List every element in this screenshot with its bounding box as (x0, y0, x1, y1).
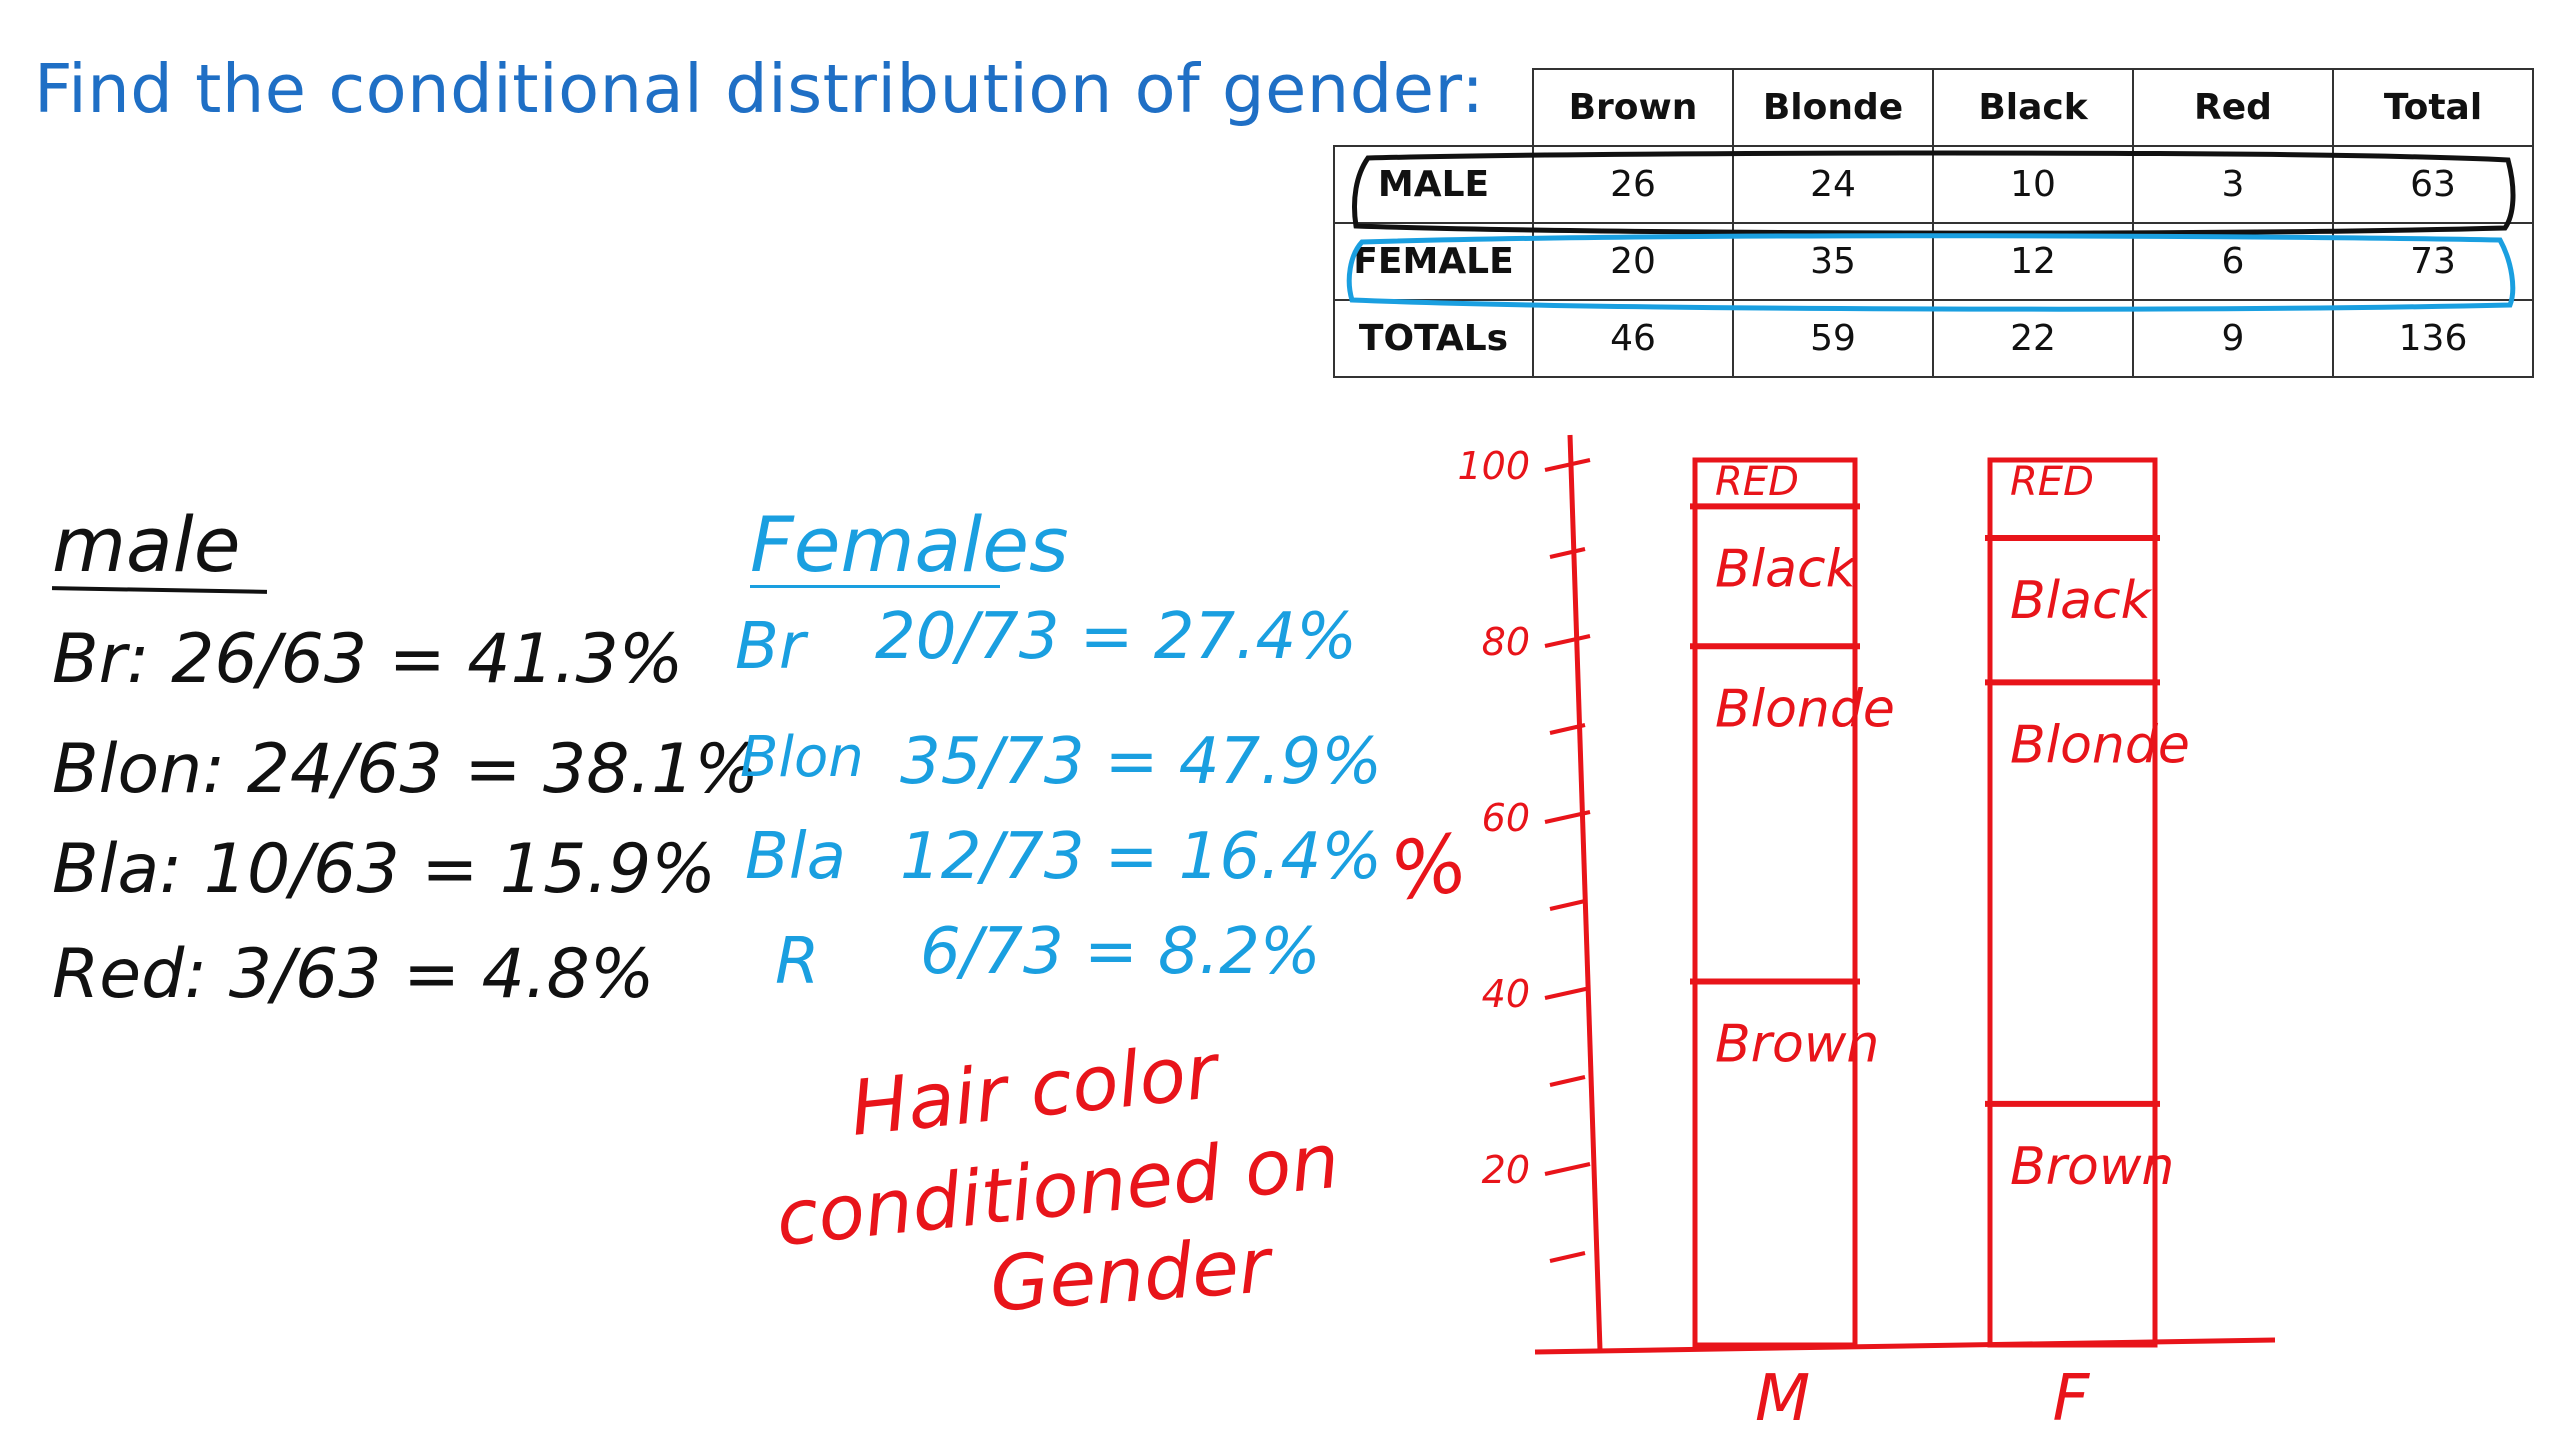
bars: Brown Blonde Black RED Brown Blonde Black RED (1690, 457, 2190, 1348)
table-header-cell: Brown (1532, 68, 1734, 147)
y-tick-label: 80 (1482, 620, 1530, 664)
table-cell: 26 (1532, 145, 1734, 224)
table-cell: 9 (2132, 299, 2334, 378)
y-ticks: 100 80 60 40 20 (1457, 444, 1591, 1263)
y-tick-label: 100 (1457, 444, 1530, 488)
female-notes-heading: Females (750, 500, 1069, 589)
y-minor-tick-mark (1549, 547, 1586, 559)
segment-label: Black (1715, 539, 1858, 599)
y-tick-mark (1544, 458, 1591, 472)
female-note-value: 35/73 = 47.9% (900, 725, 1383, 799)
male-note-line: Blon: 24/63 = 38.1% (52, 730, 759, 809)
female-note-label: Blon (740, 725, 864, 790)
row-label-totals: TOTALs (1333, 299, 1534, 378)
row-label-female: FEMALE (1333, 222, 1534, 301)
y-minor-tick-mark (1549, 899, 1586, 911)
table-cell: 59 (1732, 299, 1934, 378)
table-header-cell: Red (2132, 68, 2334, 147)
segment-label: Brown (2010, 1137, 2174, 1197)
segment-label: Brown (1715, 1015, 1879, 1075)
y-tick-mark (1544, 810, 1591, 824)
x-category-label: F (2053, 1362, 2091, 1436)
y-minor-tick-mark (1549, 723, 1586, 735)
table-cell: 24 (1732, 145, 1934, 224)
table-header-row: Brown Blonde Black Red Total (1334, 68, 2534, 147)
male-note-line: Bla: 10/63 = 15.9% (52, 830, 716, 909)
x-axis (1534, 1337, 2276, 1355)
female-note-label: R (775, 925, 820, 999)
male-note-line: Br: 26/63 = 41.3% (52, 620, 684, 699)
table-cell: 3 (2132, 145, 2334, 224)
female-row-highlight (1346, 233, 2516, 312)
female-note-value: 20/73 = 27.4% (875, 600, 1358, 674)
male-row-highlight (1352, 150, 2516, 236)
table-cell: 73 (2332, 222, 2534, 301)
table-cell: 136 (2332, 299, 2534, 378)
x-category-label: M (1755, 1362, 1810, 1436)
y-tick-mark (1544, 1162, 1591, 1176)
y-tick-mark (1544, 986, 1591, 1000)
table-cell: 22 (1932, 299, 2134, 378)
male-note-line: Red: 3/63 = 4.8% (52, 935, 655, 1014)
table-header-cell: Black (1932, 68, 2134, 147)
table-header-cell: Total (2332, 68, 2534, 147)
female-heading-underline (750, 585, 1000, 588)
table-header-cell: Blonde (1732, 68, 1934, 147)
bar-f (1987, 457, 2158, 1348)
segment-label: RED (2010, 459, 2094, 505)
y-axis-label: % (1385, 816, 1473, 919)
y-tick-label: 40 (1482, 972, 1530, 1016)
table-corner-cell (1334, 69, 1534, 147)
slide-title: Find the conditional distribution of gen… (34, 50, 1485, 128)
y-axis (1567, 434, 1603, 1351)
y-tick-mark (1544, 634, 1591, 648)
female-note-label: Bla (745, 820, 846, 894)
female-note-value: 6/73 = 8.2% (920, 915, 1321, 989)
table-cell: 46 (1532, 299, 1734, 378)
segment-label: Black (2010, 571, 2153, 631)
y-tick-label: 20 (1482, 1148, 1530, 1192)
segment-label: Blonde (1715, 679, 1895, 739)
y-tick-label: 60 (1482, 796, 1530, 840)
y-minor-tick-mark (1549, 1075, 1586, 1087)
female-note-value: 12/73 = 16.4% (900, 820, 1383, 894)
bar-m (1692, 457, 1858, 1348)
y-minor-tick-mark (1549, 1251, 1586, 1263)
segment-label: Blonde (2010, 715, 2190, 775)
male-notes-heading: male (52, 500, 241, 589)
segment-label: RED (1715, 459, 1799, 505)
table-cell: 10 (1932, 145, 2134, 224)
table-row: TOTALs 46 59 22 9 136 (1333, 299, 2534, 378)
female-note-label: Br (735, 610, 806, 684)
